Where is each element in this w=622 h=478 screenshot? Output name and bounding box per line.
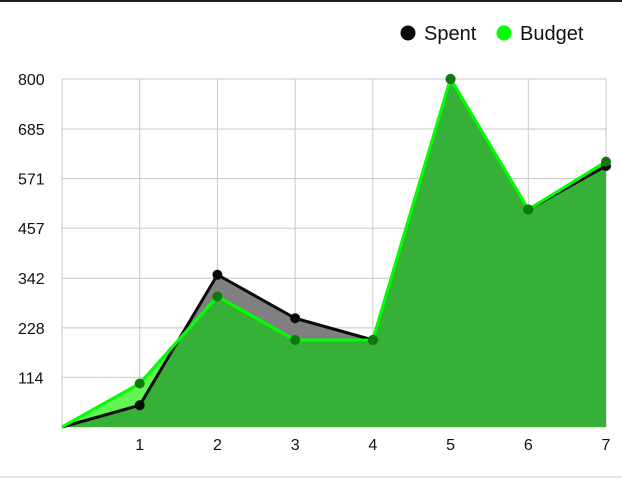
- x-tick-label: 4: [368, 437, 377, 454]
- series-points: [134, 74, 611, 411]
- point-spent: [290, 313, 301, 324]
- y-tick-label: 342: [18, 271, 45, 288]
- x-tick-label: 5: [446, 437, 455, 454]
- line-budget-top: [61, 77, 607, 429]
- y-axis: 114 228 342 457 571 685 800: [18, 72, 45, 387]
- x-tick-label: 7: [602, 437, 611, 454]
- top-border: [0, 0, 622, 2]
- y-tick-label: 685: [18, 122, 45, 139]
- x-tick-label: 6: [524, 437, 533, 454]
- x-tick-label: 1: [135, 437, 144, 454]
- y-tick-label: 114: [18, 370, 44, 387]
- y-tick-label: 571: [18, 172, 45, 189]
- point-budget: [290, 335, 301, 345]
- point-spent: [212, 269, 223, 280]
- point-budget: [212, 291, 223, 302]
- legend-label-budget: Budget: [520, 23, 584, 45]
- point-budget: [523, 204, 534, 215]
- area-budget: [62, 79, 606, 427]
- point-budget: [445, 74, 456, 84]
- legend: Spent Budget: [400, 23, 584, 45]
- series-lines: [61, 77, 607, 429]
- point-budget: [367, 335, 378, 345]
- y-tick-label: 800: [18, 72, 45, 89]
- y-tick-label: 457: [18, 221, 45, 238]
- series-areas: [62, 79, 606, 427]
- point-spent: [134, 400, 145, 411]
- legend-marker-spent: [400, 25, 416, 41]
- x-tick-label: 2: [213, 437, 222, 454]
- bottom-border: [0, 476, 622, 478]
- legend-label-spent: Spent: [424, 23, 477, 45]
- point-budget: [601, 156, 611, 167]
- y-tick-label: 228: [18, 321, 45, 338]
- x-tick-label: 3: [291, 437, 300, 454]
- x-axis: 1 2 3 4 5 6 7: [135, 437, 610, 454]
- point-budget: [134, 378, 145, 389]
- legend-marker-budget: [496, 25, 512, 41]
